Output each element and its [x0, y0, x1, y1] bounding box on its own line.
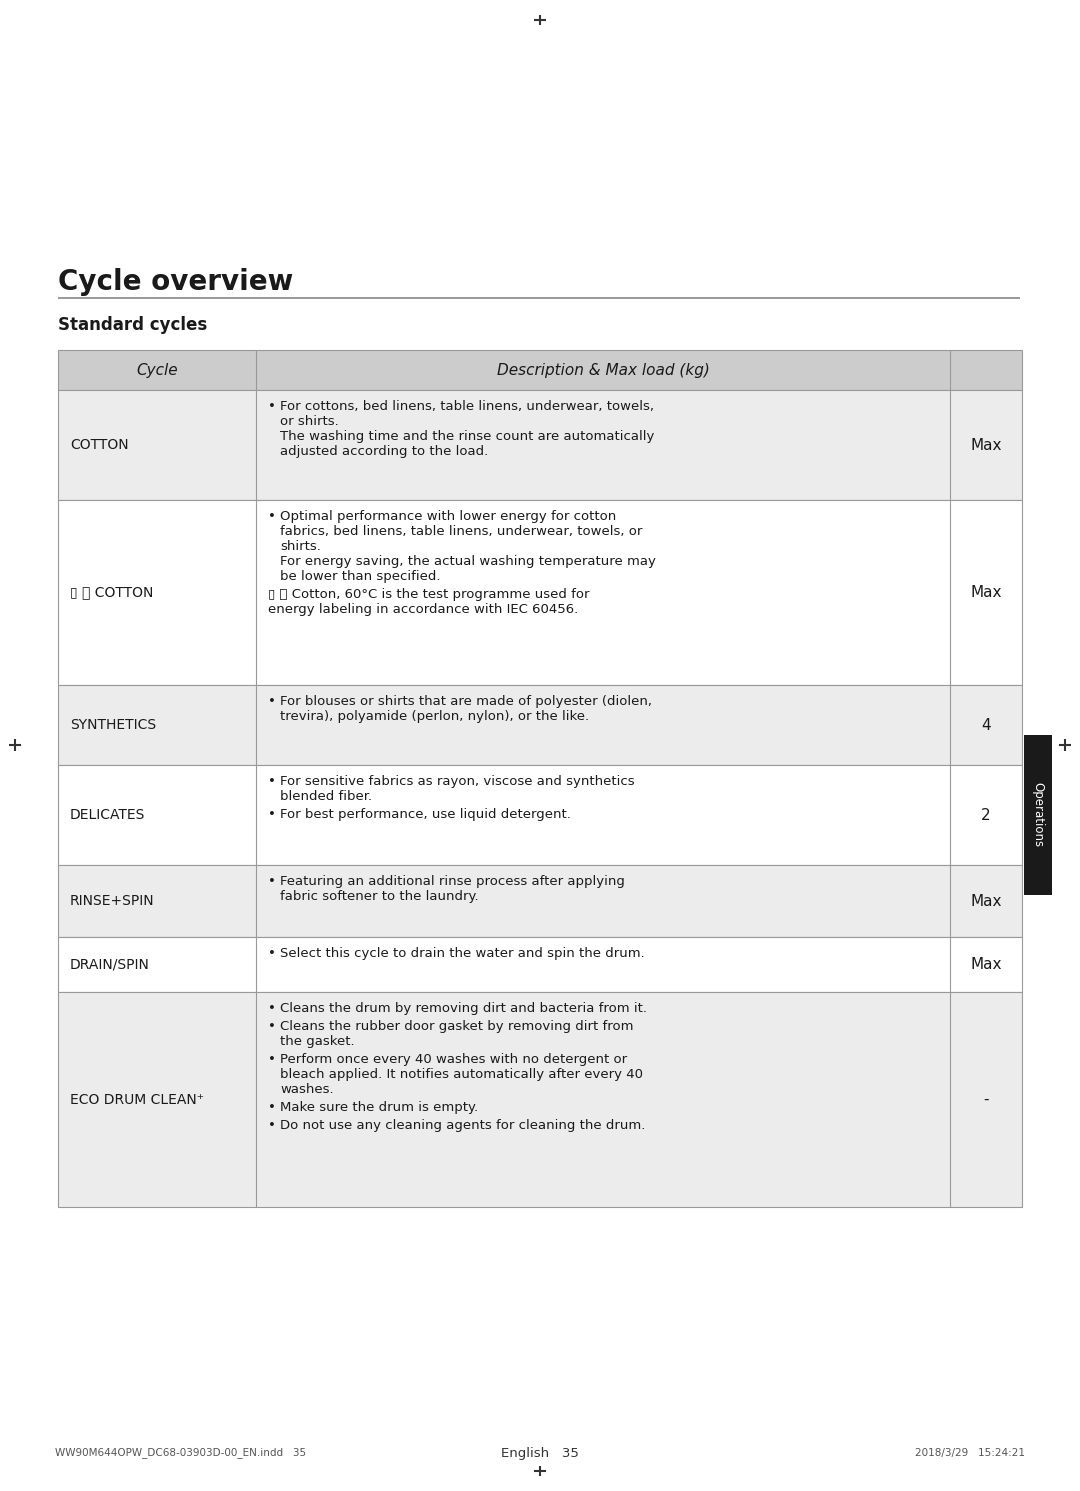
Bar — [58, 499, 1022, 684]
Bar — [58, 992, 1022, 1208]
Text: ▯ ⓞ COTTON: ▯ ⓞ COTTON — [70, 586, 153, 599]
Text: For energy saving, the actual washing temperature may: For energy saving, the actual washing te… — [280, 555, 656, 568]
Text: WW90M644OPW_DC68-03903D-00_EN.indd   35: WW90M644OPW_DC68-03903D-00_EN.indd 35 — [55, 1448, 306, 1458]
Text: adjusted according to the load.: adjusted according to the load. — [280, 444, 488, 458]
Text: COTTON: COTTON — [70, 438, 129, 452]
Text: ECO DRUM CLEAN⁺: ECO DRUM CLEAN⁺ — [70, 1093, 204, 1106]
Text: DRAIN/SPIN: DRAIN/SPIN — [70, 957, 150, 972]
Bar — [58, 350, 1022, 391]
Text: Cycle: Cycle — [136, 362, 178, 377]
Text: For best performance, use liquid detergent.: For best performance, use liquid deterge… — [280, 808, 571, 822]
Text: energy labeling in accordance with IEC 60456.: energy labeling in accordance with IEC 6… — [268, 602, 578, 616]
Text: Max: Max — [970, 584, 1002, 599]
Bar — [58, 865, 1022, 936]
Text: DELICATES: DELICATES — [70, 808, 146, 822]
Text: fabric softener to the laundry.: fabric softener to the laundry. — [280, 890, 478, 904]
Text: •: • — [268, 775, 275, 789]
Text: shirts.: shirts. — [280, 540, 321, 553]
Text: 2: 2 — [982, 808, 990, 823]
Text: Select this cycle to drain the water and spin the drum.: Select this cycle to drain the water and… — [280, 947, 645, 960]
Text: For cottons, bed linens, table linens, underwear, towels,: For cottons, bed linens, table linens, u… — [280, 400, 654, 413]
Text: ▯ ⓞ Cotton, 60°C is the test programme used for: ▯ ⓞ Cotton, 60°C is the test programme u… — [268, 587, 590, 601]
Bar — [1024, 735, 1052, 895]
Text: fabrics, bed linens, table linens, underwear, towels, or: fabrics, bed linens, table linens, under… — [280, 525, 643, 538]
Text: •: • — [268, 1002, 275, 1015]
Text: •: • — [268, 400, 275, 413]
Text: Max: Max — [970, 957, 1002, 972]
Bar — [58, 936, 1022, 992]
Bar — [58, 765, 1022, 865]
Text: Do not use any cleaning agents for cleaning the drum.: Do not use any cleaning agents for clean… — [280, 1120, 646, 1132]
Text: RINSE+SPIN: RINSE+SPIN — [70, 895, 154, 908]
Text: For sensitive fabrics as rayon, viscose and synthetics: For sensitive fabrics as rayon, viscose … — [280, 775, 635, 789]
Text: SYNTHETICS: SYNTHETICS — [70, 719, 157, 732]
Text: •: • — [268, 695, 275, 708]
Text: Perform once every 40 washes with no detergent or: Perform once every 40 washes with no det… — [280, 1053, 627, 1066]
Text: 2018/3/29   15:24:21: 2018/3/29 15:24:21 — [915, 1448, 1025, 1458]
Text: Featuring an additional rinse process after applying: Featuring an additional rinse process af… — [280, 875, 625, 889]
Text: Max: Max — [970, 893, 1002, 908]
Text: •: • — [268, 875, 275, 889]
Text: trevira), polyamide (perlon, nylon), or the like.: trevira), polyamide (perlon, nylon), or … — [280, 710, 589, 723]
Text: •: • — [268, 947, 275, 960]
Text: For blouses or shirts that are made of polyester (diolen,: For blouses or shirts that are made of p… — [280, 695, 652, 708]
Text: Cycle overview: Cycle overview — [58, 268, 294, 297]
Text: Optimal performance with lower energy for cotton: Optimal performance with lower energy fo… — [280, 510, 617, 523]
Text: Description & Max load (kg): Description & Max load (kg) — [497, 362, 710, 377]
Text: 4: 4 — [982, 717, 990, 732]
Text: •: • — [268, 510, 275, 523]
Text: Cleans the rubber door gasket by removing dirt from: Cleans the rubber door gasket by removin… — [280, 1020, 634, 1033]
Text: bleach applied. It notifies automatically after every 40: bleach applied. It notifies automaticall… — [280, 1068, 643, 1081]
Text: English   35: English 35 — [501, 1446, 579, 1460]
Bar — [58, 684, 1022, 765]
Text: •: • — [268, 1020, 275, 1033]
Text: •: • — [268, 1100, 275, 1114]
Text: Standard cycles: Standard cycles — [58, 316, 207, 334]
Text: •: • — [268, 808, 275, 822]
Text: or shirts.: or shirts. — [280, 414, 339, 428]
Text: blended fiber.: blended fiber. — [280, 790, 373, 804]
Bar — [58, 391, 1022, 499]
Text: be lower than specified.: be lower than specified. — [280, 570, 441, 583]
Text: Max: Max — [970, 437, 1002, 452]
Text: -: - — [983, 1091, 989, 1106]
Text: Make sure the drum is empty.: Make sure the drum is empty. — [280, 1100, 478, 1114]
Text: Cleans the drum by removing dirt and bacteria from it.: Cleans the drum by removing dirt and bac… — [280, 1002, 647, 1015]
Text: washes.: washes. — [280, 1082, 334, 1096]
Text: Operations: Operations — [1031, 783, 1044, 847]
Text: •: • — [268, 1053, 275, 1066]
Text: •: • — [268, 1120, 275, 1132]
Text: the gasket.: the gasket. — [280, 1035, 354, 1048]
Text: The washing time and the rinse count are automatically: The washing time and the rinse count are… — [280, 429, 654, 443]
